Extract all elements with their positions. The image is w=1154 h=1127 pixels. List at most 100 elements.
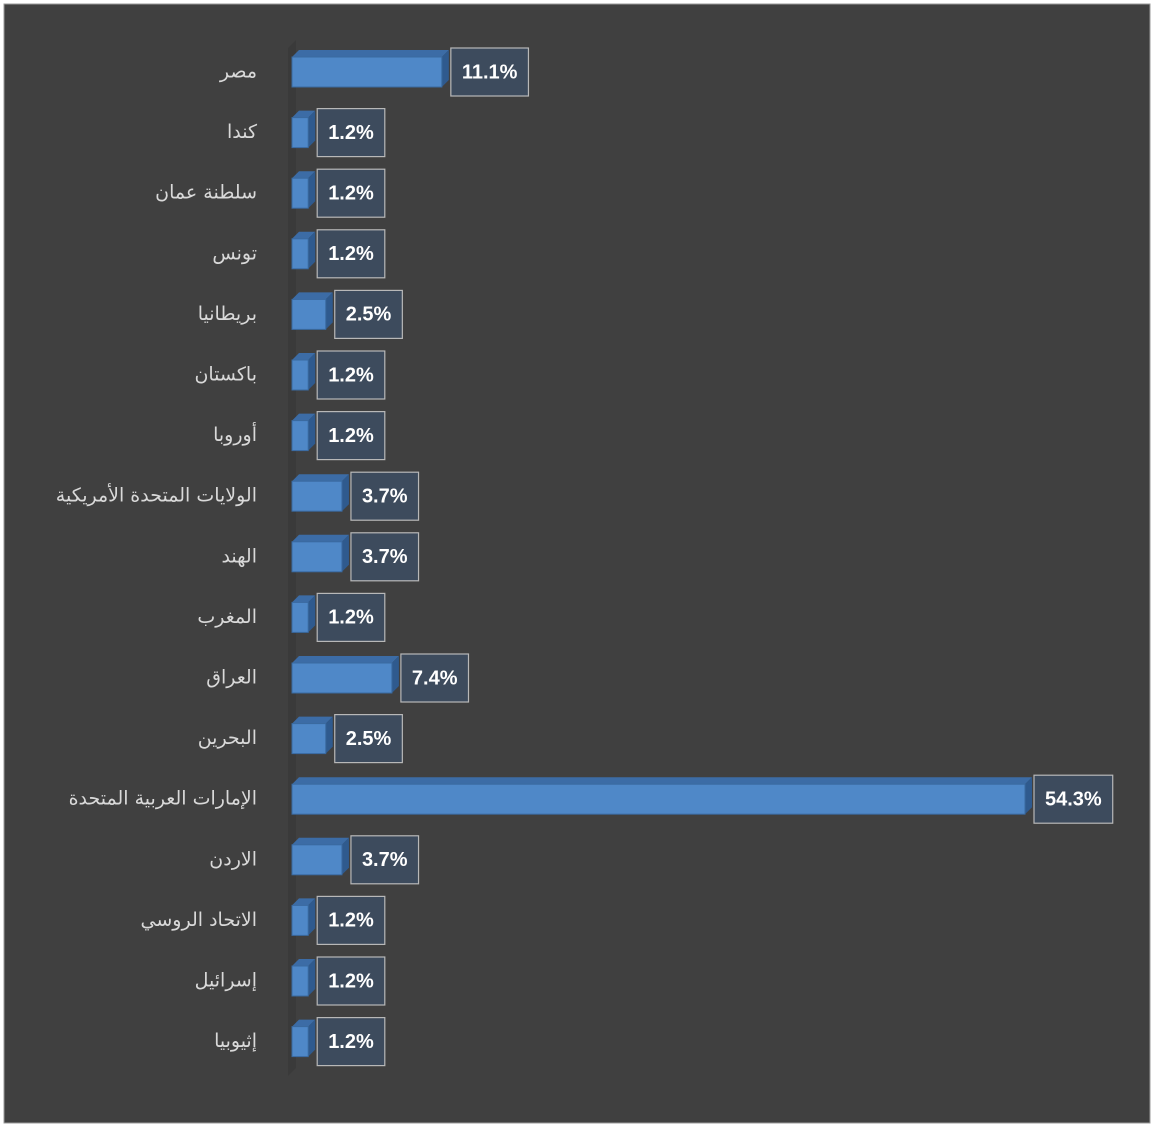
value-label-box	[350, 471, 420, 521]
bar-top	[292, 413, 316, 421]
bar-top	[292, 534, 349, 542]
bar-side	[341, 474, 349, 512]
bar-top	[292, 353, 316, 360]
category-label: الاردن	[209, 848, 257, 870]
bar-front	[291, 238, 309, 270]
bar-side	[308, 171, 316, 209]
bar-side	[308, 1019, 316, 1057]
bar-top	[292, 231, 316, 239]
bar	[291, 353, 316, 391]
bar-side	[341, 837, 349, 875]
category-label: بريطانيا	[198, 303, 257, 325]
bar-side	[308, 353, 316, 390]
category-label: إسرائيل	[195, 970, 257, 993]
value-label-box	[400, 653, 470, 703]
bar-top	[292, 1019, 316, 1027]
bar-top	[292, 777, 1032, 785]
value-label-box	[316, 895, 386, 946]
category-label: تونس	[212, 242, 257, 264]
category-label: المغرب	[197, 606, 257, 628]
bar-side	[308, 959, 316, 996]
bar-front	[291, 480, 343, 512]
bar-side	[308, 110, 316, 148]
value-label-box	[334, 713, 403, 764]
bar	[291, 959, 316, 997]
bar	[291, 837, 349, 876]
bar-side	[1025, 777, 1032, 815]
bar-front	[291, 662, 393, 694]
bar	[291, 898, 316, 936]
value-label: 3.7%	[362, 849, 408, 871]
value-label-box	[350, 835, 420, 885]
bar-front	[291, 177, 309, 209]
bar	[291, 292, 333, 330]
value-label: 11.1%	[462, 61, 518, 83]
bar-side	[308, 898, 316, 936]
value-label: 3.7%	[362, 485, 408, 507]
bar-front	[291, 601, 309, 633]
bar	[291, 595, 316, 633]
value-label-box	[316, 350, 386, 400]
bar-front	[291, 723, 327, 755]
category-label: العراق	[206, 667, 257, 689]
bar	[291, 716, 333, 755]
bar-front	[291, 1026, 309, 1058]
value-label: 7.4%	[412, 667, 458, 689]
bar-front	[291, 844, 343, 876]
bar-top	[292, 171, 316, 179]
value-label: 1.2%	[328, 607, 374, 629]
value-label: 1.2%	[328, 970, 374, 992]
category-label: أوروبا	[213, 422, 257, 446]
bar-top	[292, 110, 316, 118]
value-label: 1.2%	[328, 243, 374, 265]
bar-top	[292, 898, 316, 906]
bar	[291, 231, 316, 270]
category-label: إثيوبيا	[214, 1030, 257, 1053]
category-label: الولايات المتحدة الأمريكية	[56, 484, 257, 507]
category-label: الاتحاد الروسي	[141, 909, 257, 931]
bar-front	[291, 783, 1026, 815]
value-label-box	[316, 107, 386, 158]
value-label: 2.5%	[346, 304, 392, 326]
bar-top	[292, 656, 399, 663]
bar-top	[292, 716, 333, 724]
bar-front	[291, 965, 309, 997]
bar	[291, 656, 399, 694]
bar-side	[441, 50, 449, 87]
bar-top	[292, 292, 333, 300]
value-label: 54.3%	[1045, 788, 1102, 810]
bar-front	[291, 420, 309, 452]
bar	[291, 413, 316, 452]
bar-side	[325, 716, 333, 754]
value-label: 1.2%	[328, 364, 374, 386]
value-label-box	[316, 168, 386, 218]
value-label: 1.2%	[328, 182, 374, 204]
bar-side	[391, 656, 399, 693]
value-label-box	[1033, 774, 1114, 824]
value-label: 1.2%	[328, 425, 374, 447]
value-label-box	[334, 289, 403, 339]
bar-front	[291, 117, 309, 149]
bar	[291, 777, 1032, 815]
value-label-box	[316, 1016, 386, 1067]
bar-front	[291, 541, 343, 573]
bar-front	[291, 56, 443, 88]
category-label: الإمارات العربية المتحدة	[69, 788, 257, 810]
bar-top	[292, 474, 349, 482]
value-label: 1.2%	[328, 910, 374, 932]
category-label: مصر	[219, 61, 257, 83]
bar-side	[308, 413, 316, 451]
bar-side	[341, 534, 349, 572]
value-label: 3.7%	[362, 546, 408, 568]
bar-top	[292, 595, 316, 603]
value-label-box	[316, 229, 386, 279]
category-label: الهند	[221, 545, 257, 567]
value-label: 1.2%	[328, 1031, 374, 1053]
value-label: 2.5%	[346, 728, 392, 750]
bar-top	[292, 50, 449, 57]
category-label: سلطنة عمان	[155, 182, 257, 204]
bar-top	[292, 959, 316, 966]
bar	[291, 50, 449, 88]
bar-side	[308, 595, 316, 633]
